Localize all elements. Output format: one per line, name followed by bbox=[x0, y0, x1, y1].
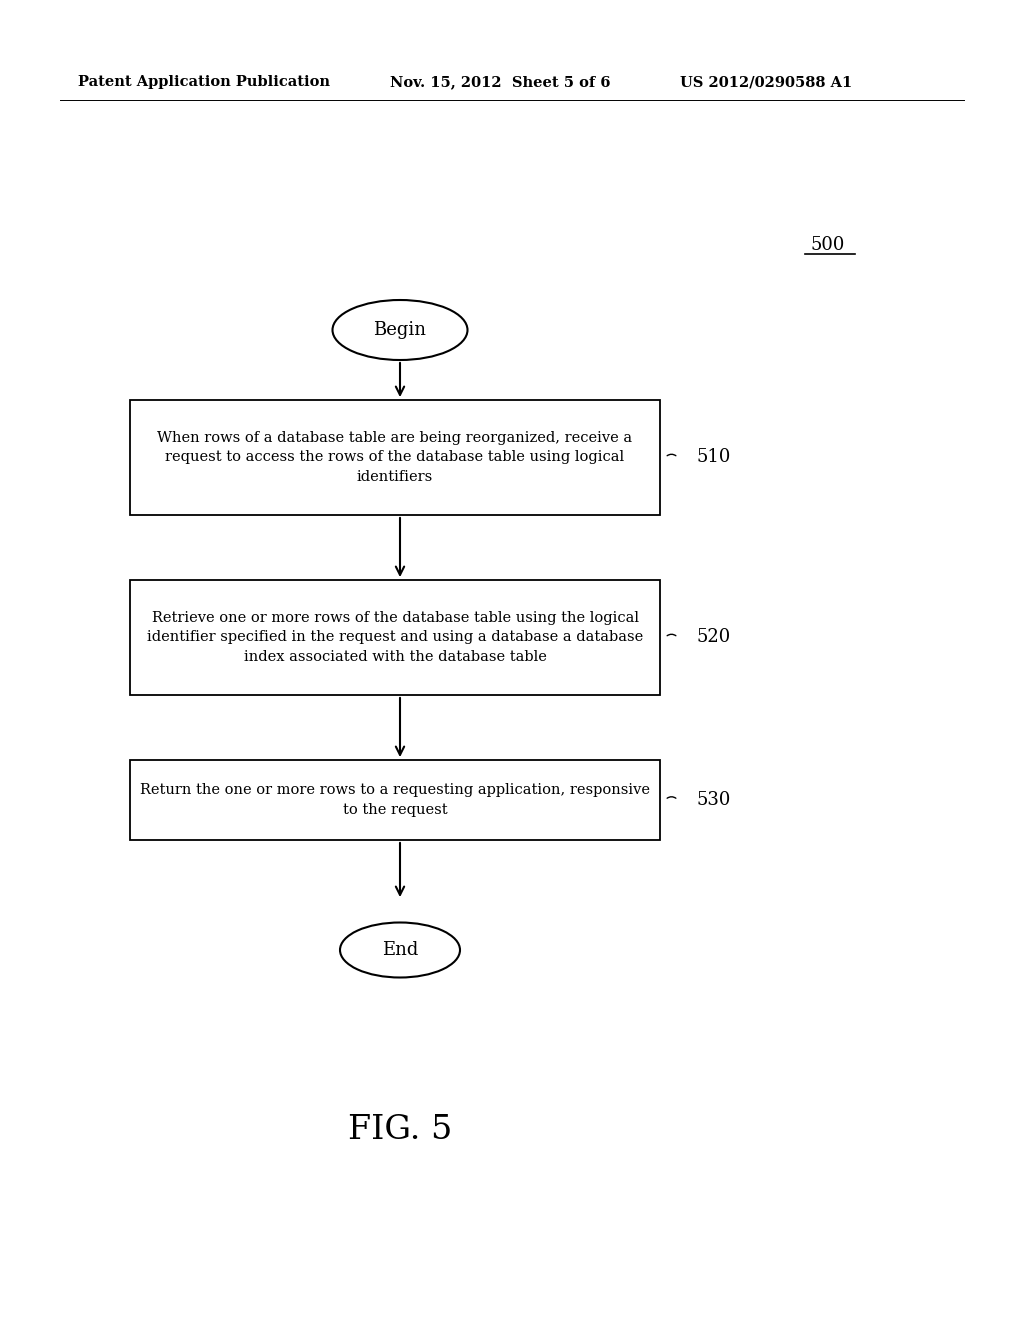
Text: Return the one or more rows to a requesting application, responsive
to the reque: Return the one or more rows to a request… bbox=[140, 783, 650, 817]
Text: When rows of a database table are being reorganized, receive a
request to access: When rows of a database table are being … bbox=[158, 432, 633, 484]
Text: 510: 510 bbox=[696, 449, 730, 466]
Bar bbox=[130, 579, 660, 696]
Text: 530: 530 bbox=[696, 791, 730, 809]
Text: 500: 500 bbox=[810, 236, 845, 253]
Text: FIG. 5: FIG. 5 bbox=[348, 1114, 453, 1146]
Bar bbox=[130, 400, 660, 515]
Text: Patent Application Publication: Patent Application Publication bbox=[78, 75, 330, 88]
Text: Begin: Begin bbox=[374, 321, 427, 339]
Text: Retrieve one or more rows of the database table using the logical
identifier spe: Retrieve one or more rows of the databas… bbox=[146, 611, 643, 664]
Bar bbox=[130, 760, 660, 840]
Text: 520: 520 bbox=[696, 628, 730, 647]
Text: Nov. 15, 2012  Sheet 5 of 6: Nov. 15, 2012 Sheet 5 of 6 bbox=[390, 75, 610, 88]
Text: US 2012/0290588 A1: US 2012/0290588 A1 bbox=[680, 75, 852, 88]
Text: End: End bbox=[382, 941, 418, 960]
